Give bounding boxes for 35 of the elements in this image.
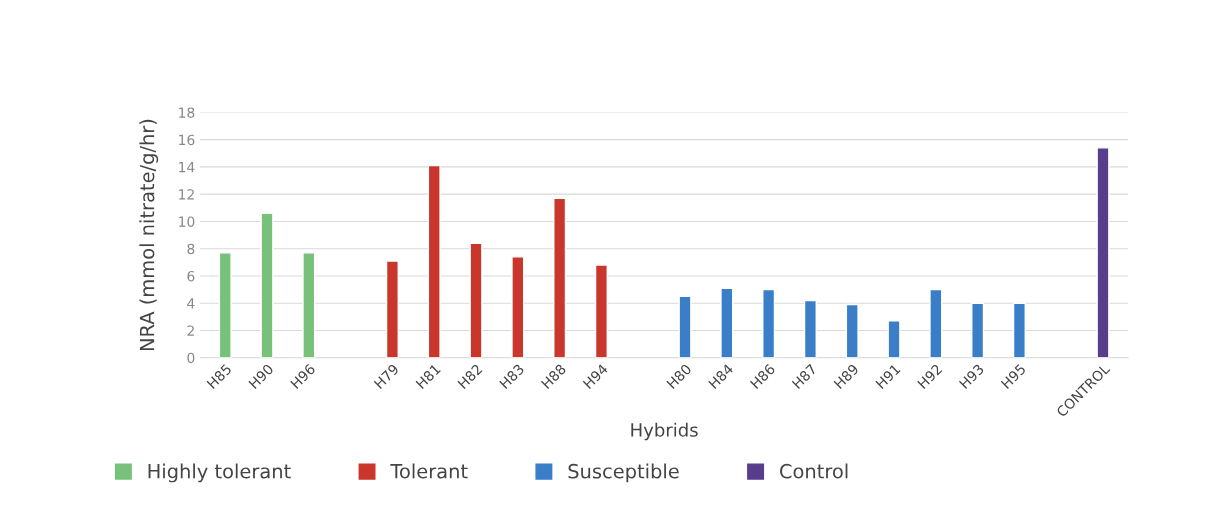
legend-label: Control: [780, 463, 848, 479]
y-axis-title: NRA (mmol nitrate/g/hr): [139, 119, 159, 351]
y-tick-label: 18: [179, 107, 195, 118]
bar: [678, 295, 692, 358]
bar: [762, 288, 776, 358]
y-tick-label: 10: [179, 216, 195, 227]
y-tick-label: 14: [179, 162, 195, 173]
legend-label: Tolerant: [390, 463, 468, 479]
y-tick-label: 12: [179, 189, 194, 200]
y-tick-label: 2: [187, 325, 194, 336]
bar: [469, 242, 483, 358]
bar: [302, 252, 316, 358]
bar: [971, 302, 985, 358]
bar: [427, 164, 441, 358]
bar: [803, 299, 817, 358]
bar: [594, 264, 608, 358]
y-tick-label: 6: [187, 270, 195, 282]
y-tick-label: 0: [187, 352, 195, 364]
bar: [929, 288, 943, 358]
bar: [385, 260, 399, 358]
legend-label: Highly tolerant: [148, 463, 291, 483]
y-tick-label: 8: [187, 243, 195, 255]
legend-label: Susceptible: [568, 463, 679, 483]
y-tick-label: 4: [187, 298, 195, 309]
bar: [218, 252, 232, 358]
bar: [1012, 302, 1026, 358]
bar: [887, 320, 901, 358]
bar: [511, 256, 525, 358]
bar: [553, 197, 567, 358]
bar: [1096, 147, 1110, 358]
y-tick-label: 16: [179, 134, 195, 146]
bar: [720, 287, 734, 358]
bar: [260, 212, 274, 358]
bar: [845, 303, 859, 358]
x-axis-title: Hybrids: [631, 422, 698, 441]
